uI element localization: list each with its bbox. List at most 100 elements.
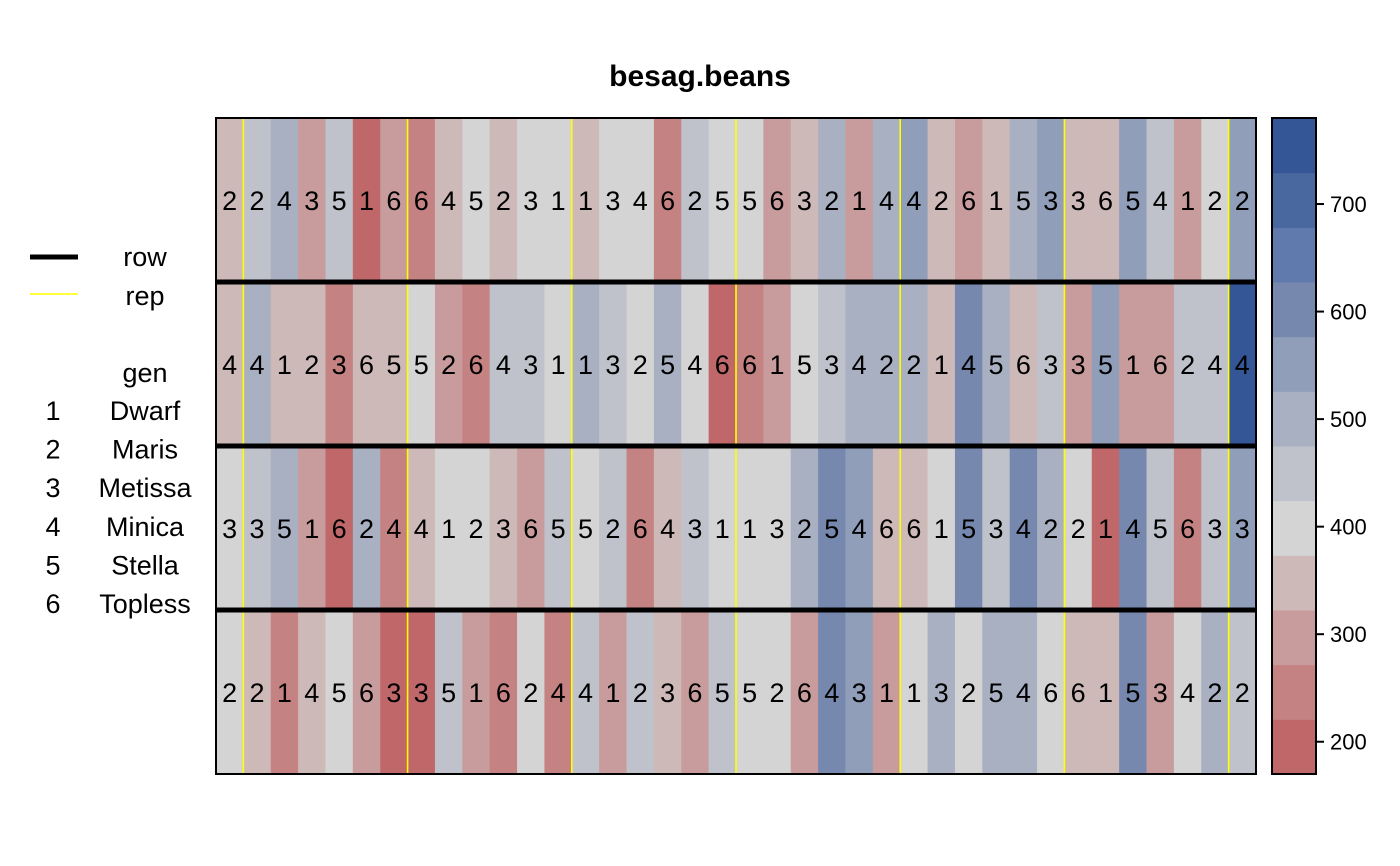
heatmap-cell — [1119, 282, 1148, 447]
cell-label: 3 — [687, 514, 702, 544]
cell-label: 5 — [797, 350, 812, 380]
cell-label: 2 — [687, 186, 702, 216]
cell-label: 1 — [578, 350, 593, 380]
plot-frame — [215, 117, 1257, 775]
cell-label: 3 — [770, 514, 785, 544]
cell-label: 6 — [961, 186, 976, 216]
cell-label: 6 — [1153, 350, 1168, 380]
heatmap-cell — [489, 446, 518, 611]
cell-label: 4 — [687, 350, 702, 380]
heatmap-cell — [1119, 446, 1148, 611]
heatmap-cell — [626, 282, 655, 447]
cell-label: 4 — [852, 514, 867, 544]
colorbar-band — [1272, 446, 1316, 502]
cell-label: 4 — [496, 350, 511, 380]
cell-label: 3 — [496, 514, 511, 544]
heatmap-cell — [763, 446, 792, 611]
cell-label: 6 — [687, 678, 702, 708]
heatmap-cell — [927, 118, 956, 283]
cell-label: 6 — [715, 350, 730, 380]
heatmap-cell — [243, 118, 272, 283]
heatmap-cell — [1201, 282, 1230, 447]
heatmap-cell — [462, 610, 491, 775]
cell-label: 4 — [1016, 678, 1031, 708]
heatmap-cell — [763, 118, 792, 283]
heatmap-cell — [736, 446, 764, 611]
cell-label: 6 — [879, 514, 894, 544]
heatmap-cell — [872, 610, 901, 775]
heatmap-cell — [1064, 610, 1093, 775]
cell-label: 2 — [250, 678, 265, 708]
colorbar-band — [1272, 282, 1316, 338]
heatmap-cell — [1173, 282, 1202, 447]
heatmap-cell — [708, 282, 737, 447]
heatmap-cell — [763, 610, 792, 775]
heatmap-cell — [954, 282, 983, 447]
heatmap-cell — [216, 446, 244, 611]
heatmap-cell — [325, 446, 354, 611]
cell-label: 4 — [660, 514, 675, 544]
colorbar-tick-label: 200 — [1330, 730, 1367, 755]
heatmap-cell — [407, 118, 436, 283]
legend-gen-title: gen — [122, 358, 167, 388]
colorbar-tick-label: 700 — [1330, 192, 1367, 217]
cell-label: 1 — [277, 678, 292, 708]
heatmap-cell — [1037, 610, 1065, 775]
legend-gen-name: Minica — [106, 512, 185, 542]
colorbar-band — [1272, 227, 1316, 283]
cell-label: 6 — [523, 514, 538, 544]
cell-label: 1 — [988, 186, 1003, 216]
cell-label: 4 — [1125, 514, 1140, 544]
heatmap-cell — [1146, 610, 1175, 775]
heatmap-cell — [954, 610, 983, 775]
cell-label: 1 — [277, 350, 292, 380]
heatmap-cell — [216, 118, 244, 283]
cell-label: 2 — [359, 514, 374, 544]
cell-label: 4 — [1235, 350, 1250, 380]
cell-label: 3 — [1043, 350, 1058, 380]
cell-label: 2 — [222, 678, 237, 708]
heatmap-cell — [900, 610, 929, 775]
cell-label: 4 — [386, 514, 401, 544]
cell-label: 3 — [934, 678, 949, 708]
cell-label: 3 — [1071, 350, 1086, 380]
colorbar-tick-label: 500 — [1330, 407, 1367, 432]
cell-label: 5 — [961, 514, 976, 544]
heatmap-cell — [653, 610, 682, 775]
cell-label: 2 — [1235, 186, 1250, 216]
cell-label: 3 — [386, 678, 401, 708]
cell-label: 5 — [332, 186, 347, 216]
cell-label: 4 — [441, 186, 456, 216]
heatmap-cell — [982, 446, 1011, 611]
heatmap-cell — [489, 282, 518, 447]
cell-label: 5 — [1016, 186, 1031, 216]
cell-label: 6 — [1098, 186, 1113, 216]
heatmap-cell — [790, 446, 819, 611]
colorbar-band — [1272, 555, 1316, 611]
cell-label: 1 — [742, 514, 757, 544]
heatmap-cell — [1037, 282, 1065, 447]
cell-label: 4 — [578, 678, 593, 708]
cell-label: 2 — [222, 186, 237, 216]
heatmap-cell — [653, 118, 682, 283]
heatmap-cell — [380, 282, 409, 447]
cell-label: 5 — [715, 678, 730, 708]
cell-label: 4 — [277, 186, 292, 216]
heatmap-cell — [736, 610, 764, 775]
heatmap-cell — [708, 610, 737, 775]
cell-label: 3 — [523, 350, 538, 380]
heatmap-cell — [325, 282, 354, 447]
heatmap-cell — [380, 118, 409, 283]
cell-label: 6 — [770, 186, 785, 216]
heatmap-cell — [1228, 610, 1257, 775]
heatmap-cell — [708, 118, 737, 283]
colorbar-tick-label: 600 — [1330, 300, 1367, 325]
heatmap-cell — [544, 610, 573, 775]
heatmap-cell — [982, 118, 1011, 283]
colorbar-band — [1272, 172, 1316, 228]
cell-label: 2 — [1043, 514, 1058, 544]
cell-label: 3 — [988, 514, 1003, 544]
cell-label: 1 — [906, 678, 921, 708]
cell-label: 6 — [359, 678, 374, 708]
